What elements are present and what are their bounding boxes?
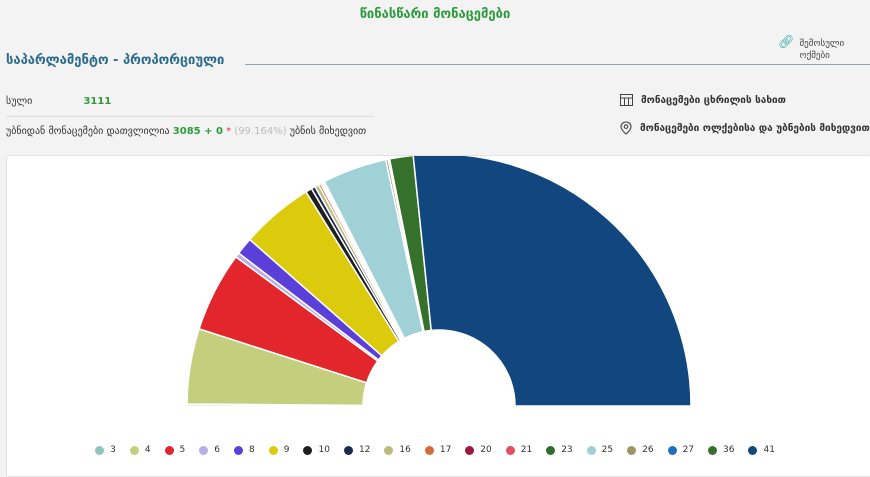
legend-item-10[interactable]: 10 <box>303 445 330 455</box>
legend-item-4[interactable]: 4 <box>129 445 151 455</box>
legend-label: 12 <box>358 445 371 455</box>
total-row: სული 3111 <box>6 96 111 107</box>
legend-dot <box>465 445 475 455</box>
legend-item-8[interactable]: 8 <box>234 445 255 455</box>
legend-item-27[interactable]: 27 <box>667 445 695 455</box>
total-label: სული <box>6 96 33 107</box>
legend-dot <box>95 445 105 455</box>
legend-dot <box>627 445 637 455</box>
link-icon: 🔗︎ <box>778 35 795 50</box>
stats-divider <box>6 116 374 117</box>
legend-label: 36 <box>723 445 735 455</box>
legend-dot <box>424 445 434 455</box>
legend-label: 26 <box>642 445 654 455</box>
processed-suffix: უბნის მიხედვით <box>289 126 367 137</box>
legend-label: 27 <box>682 445 695 455</box>
legend-item-5[interactable]: 5 <box>164 445 186 455</box>
legend-label: 3 <box>110 445 116 455</box>
legend-item-3[interactable]: 3 <box>95 445 116 455</box>
processed-prefix: უბნიდან მონაცემები დათვლილია <box>6 126 170 137</box>
processed-percent: (99.164%) <box>234 126 287 137</box>
legend-dot <box>748 445 758 455</box>
received-protocols-label: შემოსული ოქმები <box>799 39 845 61</box>
legend-dot <box>164 445 174 455</box>
legend-item-20[interactable]: 20 <box>465 445 492 455</box>
legend-item-9[interactable]: 9 <box>268 445 290 455</box>
district-view-link[interactable]: მონაცემები ოლქებისა და უბნების მიხედვით <box>620 121 870 135</box>
legend-dot <box>268 445 278 455</box>
legend-dot <box>343 445 353 455</box>
legend-label: 4 <box>144 445 151 455</box>
legend-item-41[interactable]: 41 <box>748 445 775 455</box>
legend-label: 20 <box>480 445 492 455</box>
legend-label: 25 <box>601 445 614 455</box>
section-title: საპარლამენტო - პროპორციული <box>6 53 225 68</box>
legend-item-26[interactable]: 26 <box>627 445 654 455</box>
legend-dot <box>303 445 313 455</box>
processed-value: 3085 + 0 <box>172 126 223 137</box>
legend-item-12[interactable]: 12 <box>343 445 371 455</box>
asterisk-mark: * <box>226 126 232 137</box>
legend-item-25[interactable]: 25 <box>586 445 614 455</box>
legend-dot <box>667 445 677 455</box>
section-divider <box>245 64 870 65</box>
legend-item-17[interactable]: 17 <box>424 445 452 455</box>
results-chart <box>186 156 692 407</box>
processed-row: უბნიდან მონაცემები დათვლილია 3085 + 0 * … <box>6 126 366 137</box>
legend-dot <box>505 445 515 455</box>
location-pin-icon <box>620 121 632 135</box>
legend-item-16[interactable]: 16 <box>384 445 411 455</box>
legend-dot <box>199 445 209 455</box>
legend-label: 6 <box>214 445 221 455</box>
legend-label: 41 <box>763 445 775 455</box>
legend-dot <box>234 445 244 455</box>
legend-dot <box>586 445 596 455</box>
page-title: წინასწარი მონაცემები <box>359 7 511 22</box>
total-value: 3111 <box>83 96 112 107</box>
legend-dot <box>129 445 139 455</box>
legend-label: 16 <box>399 445 411 455</box>
district-view-label: მონაცემები ოლქებისა და უბნების მიხედვით <box>640 122 870 134</box>
legend-dot <box>546 445 556 455</box>
legend-label: 8 <box>249 445 255 455</box>
legend-dot <box>384 445 394 455</box>
legend-dot <box>708 445 718 455</box>
table-view-label: მონაცემები ცხრილის სახით <box>641 94 786 106</box>
table-view-link[interactable]: მონაცემები ცხრილის სახით <box>620 94 786 106</box>
results-chart-card <box>6 155 870 477</box>
legend-label: 9 <box>283 445 290 455</box>
legend-label: 21 <box>520 445 533 455</box>
legend-label: 23 <box>561 445 573 455</box>
legend-item-6[interactable]: 6 <box>199 445 220 455</box>
chart-legend: 3 4 5 6 8 9 10 12 16 17 20 21 23 25 26 27 36 41 <box>0 445 870 455</box>
legend-label: 5 <box>179 445 186 455</box>
legend-item-21[interactable]: 21 <box>505 445 533 455</box>
legend-label: 17 <box>439 445 452 455</box>
table-icon <box>620 94 633 106</box>
legend-item-36[interactable]: 36 <box>708 445 734 455</box>
chart-slice-41[interactable] <box>412 156 692 407</box>
legend-label: 10 <box>318 445 330 455</box>
legend-item-23[interactable]: 23 <box>546 445 573 455</box>
received-protocols-link[interactable]: 🔗︎ შემოსული ოქმები <box>778 35 858 62</box>
